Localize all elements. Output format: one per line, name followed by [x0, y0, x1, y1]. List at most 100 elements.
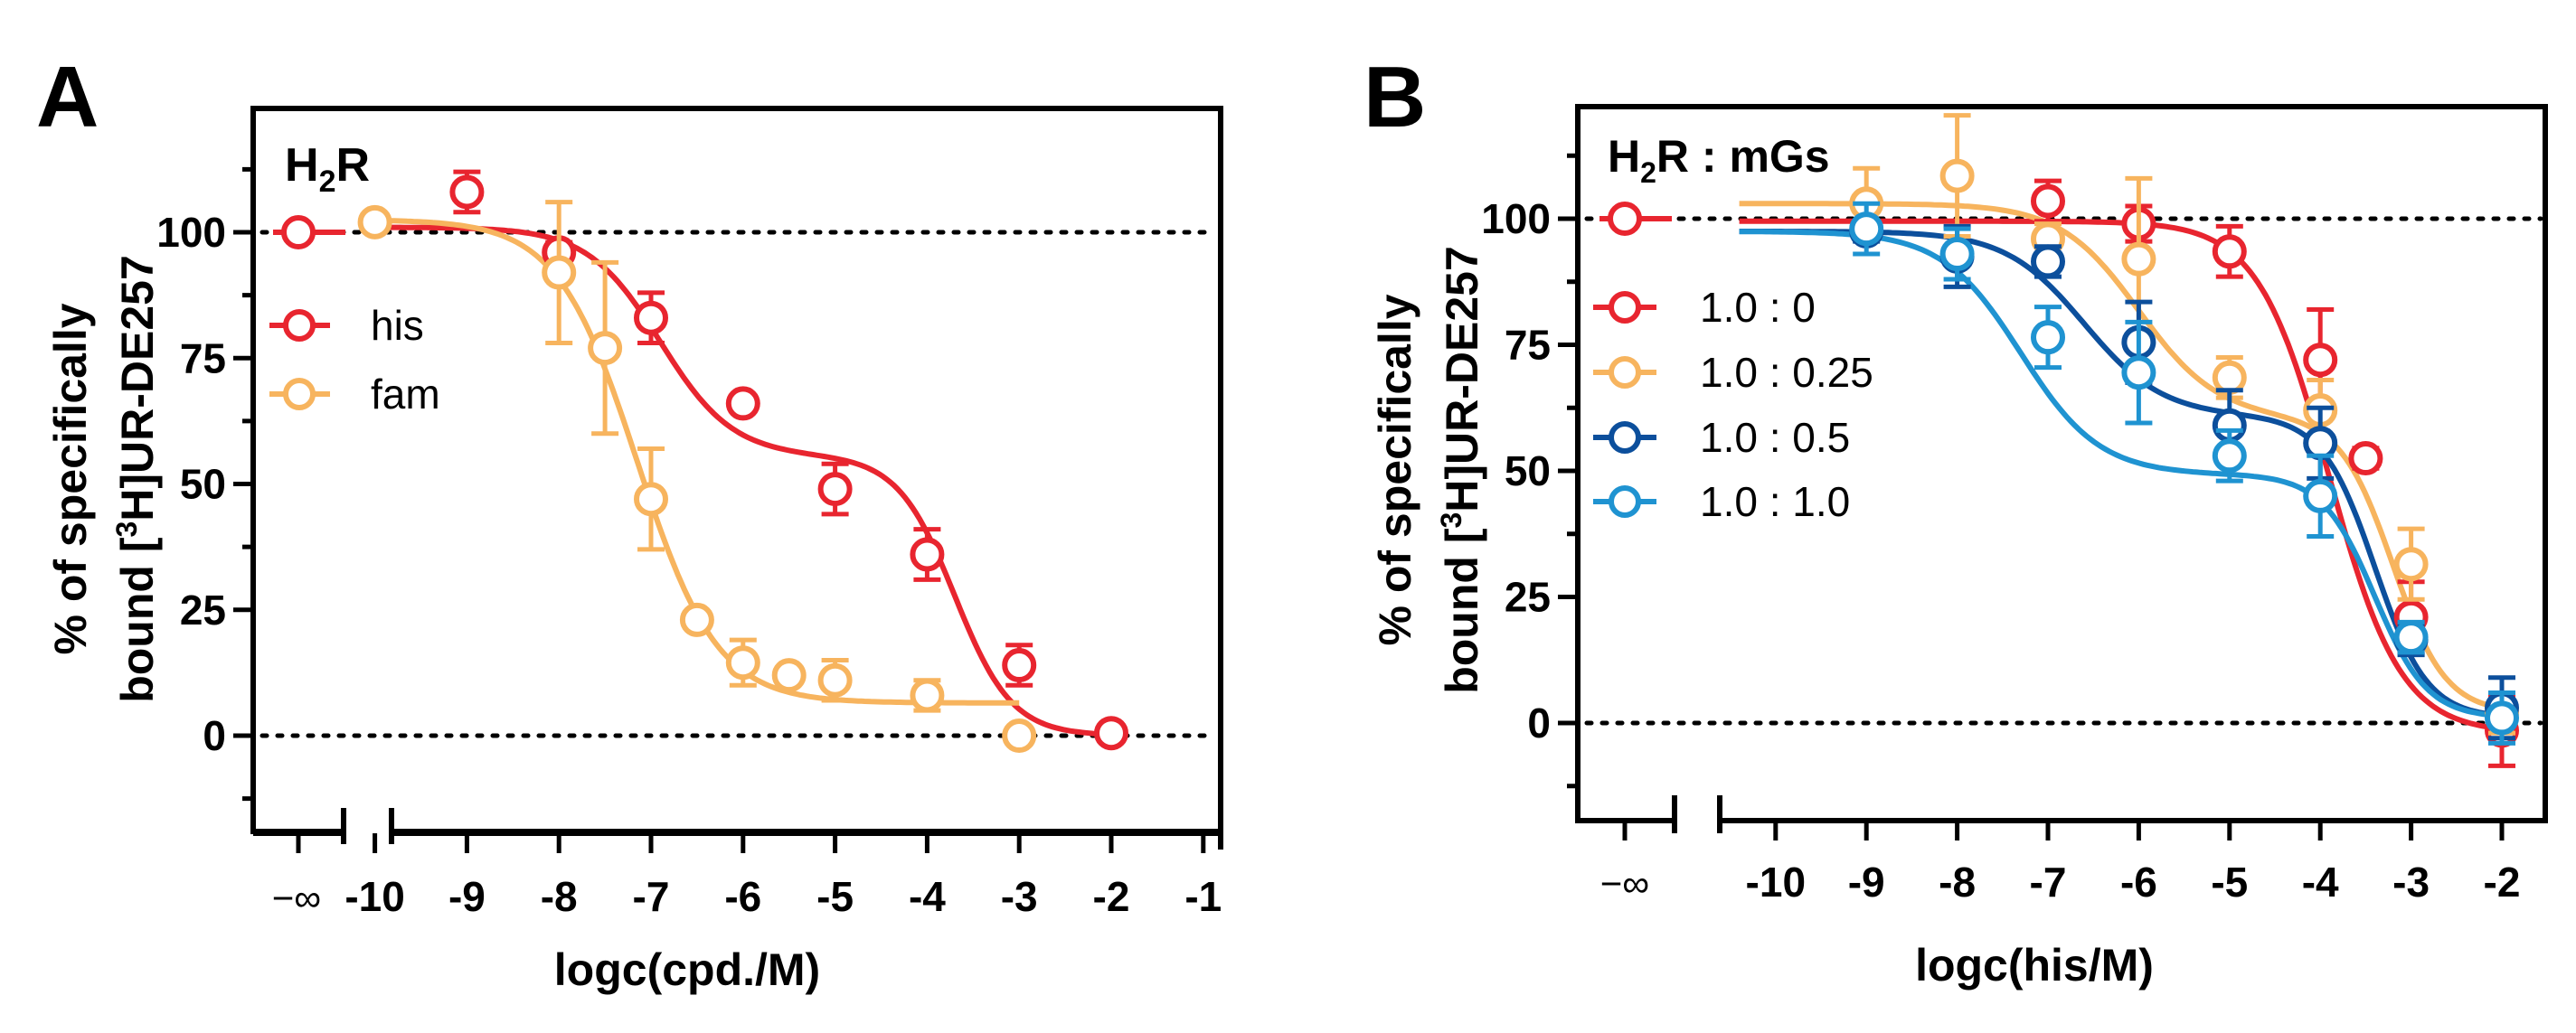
- legend-swatch-marker: [283, 378, 316, 410]
- panel-b-x-axis-label: logc(his/M): [1915, 940, 2154, 991]
- panel-a-legend: his fam: [269, 302, 440, 418]
- panel-letter-b: B: [1363, 49, 1426, 146]
- data-point: [1094, 716, 1128, 751]
- y-label-sup: 3: [1435, 512, 1467, 529]
- x-tick-label: -2: [1093, 873, 1130, 920]
- panel-a-grid: [259, 230, 1214, 738]
- legend-swatch-marker: [1609, 291, 1641, 324]
- panel-a: 0 25 50 75 100 -10 -9 -8 -7 -6 -5 -4 -3 -2 -1 −∞ H2R hi…: [45, 106, 1223, 995]
- x-tick-label: -2: [2484, 859, 2521, 906]
- panel-a-y-label-line2: bound [3H]UR-DE257: [110, 255, 163, 703]
- y-label-post: H]UR-DE257: [1437, 246, 1487, 512]
- panel-a-legend-entry-his: his: [269, 302, 424, 349]
- legend-swatch-marker: [1609, 356, 1641, 389]
- data-point: [2303, 343, 2338, 378]
- data-point: [357, 204, 392, 239]
- y-tick-label: 25: [1505, 574, 1551, 621]
- panel-a-legend-entry-fam: fam: [269, 371, 440, 418]
- y-tick-label: 0: [203, 712, 226, 759]
- x-tick-label: -4: [2302, 859, 2339, 906]
- data-point: [2031, 320, 2065, 355]
- legend-label-fam: fam: [371, 371, 440, 418]
- panel-b-title-main: H: [1608, 131, 1640, 182]
- panel-a-axis-gap: [346, 813, 389, 850]
- legend-label-1-0-1-0: 1.0 : 1.0: [1700, 478, 1850, 525]
- panel-b-axis-gap: [1677, 801, 1717, 837]
- x-tick-label: -6: [2120, 859, 2157, 906]
- panel-a-y-label-line1: % of specifically: [45, 303, 96, 654]
- panel-b: 0 25 50 75 100 -10 -9 -8 -7 -6 -5 -4 -3 -2 −∞ H2R : mG…: [1370, 104, 2548, 991]
- data-point: [542, 255, 577, 290]
- legend-label-1-0-0.25: 1.0 : 0.25: [1700, 349, 1873, 396]
- data-point: [2212, 438, 2247, 474]
- panel-letter-a: A: [36, 49, 99, 146]
- x-tick-label: -5: [2211, 859, 2248, 906]
- legend-swatch-marker: [1609, 485, 1641, 518]
- legend-label-1-0-0.5: 1.0 : 0.5: [1700, 414, 1850, 461]
- data-point: [2031, 183, 2065, 219]
- x-tick-label: -8: [1939, 859, 1976, 906]
- data-point: [2121, 355, 2156, 390]
- data-point: [725, 386, 760, 421]
- y-label-post: H]UR-DE257: [112, 255, 163, 521]
- panel-a-points: [281, 169, 1128, 753]
- data-point-minus-infinity: [281, 215, 316, 249]
- panel-a-y-axis-label: % of specifically bound [3H]UR-DE257: [45, 255, 163, 703]
- data-point: [1939, 158, 1975, 193]
- x-tick-label-minus-infinity: −∞: [1600, 862, 1649, 905]
- panel-a-title-sub: 2: [319, 164, 336, 199]
- data-point: [2393, 620, 2429, 655]
- y-tick-label: 100: [1481, 195, 1551, 242]
- legend-label-1-0-0: 1.0 : 0: [1700, 284, 1816, 331]
- data-point: [910, 678, 945, 713]
- data-point: [634, 300, 668, 335]
- y-tick-label: 75: [180, 334, 226, 381]
- y-tick-label: 0: [1527, 700, 1551, 747]
- x-tick-label: -7: [633, 873, 670, 920]
- data-point: [1849, 211, 1884, 247]
- data-point: [910, 537, 945, 572]
- fit-curve-0: [374, 224, 1112, 737]
- y-label-pre: bound [: [112, 537, 163, 703]
- panel-b-y-label-line1: % of specifically: [1370, 294, 1420, 645]
- panel-b-y-label-line2: bound [3H]UR-DE257: [1435, 246, 1487, 694]
- x-tick-label-minus-infinity: −∞: [272, 877, 321, 919]
- panel-a-x-axis-label: logc(cpd./M): [554, 944, 820, 995]
- panel-b-legend-entry-2: 1.0 : 0.25: [1593, 349, 1873, 396]
- panel-a-title-main: H: [285, 139, 319, 192]
- data-point: [2303, 426, 2338, 461]
- panel-b-y-axis-label: % of specifically bound [3H]UR-DE257: [1370, 246, 1487, 694]
- y-tick-label: 75: [1505, 322, 1551, 369]
- x-tick-label: -5: [816, 873, 854, 920]
- data-point: [2348, 441, 2383, 476]
- panel-b-title-rest: R : mGs: [1656, 131, 1830, 182]
- x-tick-label: -4: [909, 873, 946, 920]
- panel-b-legend-entry-1: 1.0 : 0: [1593, 284, 1816, 331]
- data-point: [2031, 244, 2065, 279]
- x-tick-label: -3: [2392, 859, 2430, 906]
- panel-a-plot-frame: [250, 106, 1223, 834]
- y-tick-label: 50: [180, 461, 226, 508]
- panel-b-title: H2R : mGs: [1608, 131, 1830, 189]
- data-point: [771, 658, 807, 693]
- data-point: [634, 482, 668, 517]
- x-tick-label: -9: [448, 873, 486, 920]
- panel-b-legend: 1.0 : 0 1.0 : 0.25 1.0 : 0.5 1.0 : 1.0: [1593, 284, 1873, 525]
- panel-a-ticks: 0 25 50 75 100 -10 -9 -8 -7 -6 -5 -4 -3 -2 -1 −∞: [156, 166, 1222, 920]
- data-point: [725, 645, 760, 681]
- x-tick-label: -3: [1001, 873, 1038, 920]
- data-point: [1002, 648, 1037, 683]
- x-tick-label: -9: [1848, 859, 1885, 906]
- legend-label-his: his: [371, 302, 424, 349]
- x-tick-label: -1: [1184, 873, 1222, 920]
- x-tick-label: -10: [344, 873, 404, 920]
- y-tick-label: 100: [156, 209, 226, 256]
- data-point: [1939, 237, 1975, 272]
- panel-b-ticks: 0 25 50 75 100 -10 -9 -8 -7 -6 -5 -4 -3 -2 −∞: [1481, 153, 2521, 906]
- panel-b-legend-entry-3: 1.0 : 0.5: [1593, 414, 1850, 461]
- data-point: [2121, 241, 2156, 277]
- y-label-sup: 3: [110, 521, 143, 538]
- panel-b-title-sub: 2: [1640, 156, 1656, 189]
- x-tick-label: -6: [724, 873, 761, 920]
